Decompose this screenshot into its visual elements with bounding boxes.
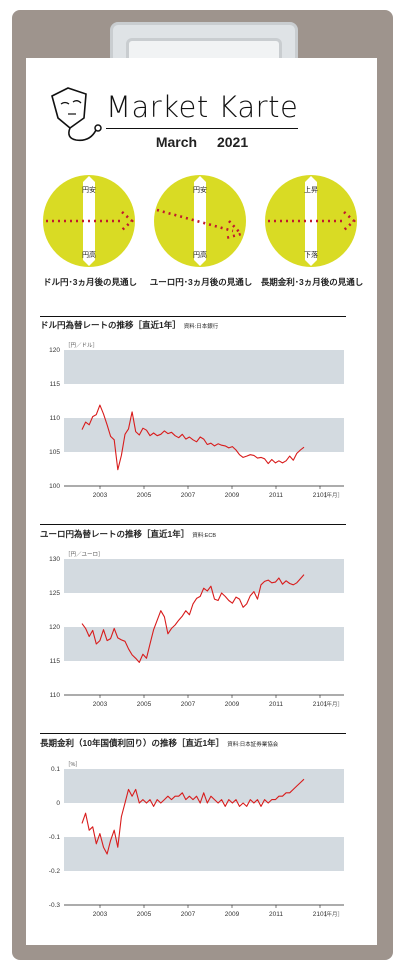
x-tick-label: 2005 <box>137 492 152 499</box>
x-tick-label: 2009 <box>225 911 240 918</box>
y-tick-label: 120 <box>49 624 60 631</box>
chart-title-text: ドル円為替レートの推移［直近1年］ <box>40 320 181 330</box>
long-term-rate-chart: -0.3 -0.2 -0.1 0 0.1 ［%］ 2003 2005 2007 2009 2011 2… <box>49 761 344 918</box>
chart-band <box>64 350 344 384</box>
section-divider <box>40 524 346 525</box>
x-tick-label: 2005 <box>137 911 152 918</box>
eur-jpy-chart: 110 115 120 125 130 ［円／ユーロ］ 2003 2005 2007 2009 20… <box>49 551 344 708</box>
chart-title-usd-jpy: ドル円為替レートの推移［直近1年］ 資料:日本銀行 <box>40 319 218 331</box>
forecast-up-label: 円安 <box>82 185 96 194</box>
chart-band <box>64 627 344 661</box>
chart-source: 資料:日本銀行 <box>183 324 219 330</box>
chart-title-text: ユーロ円為替レートの推移［直近1年］ <box>40 529 190 539</box>
forecast-eur-jpy: 円安 円高 ユーロ円･3ヵ月後の見通し <box>149 170 253 290</box>
forecast-caption: ユーロ円･3ヵ月後の見通し <box>149 277 253 287</box>
brand-title: Market Karte <box>106 90 299 124</box>
y-tick-label: 125 <box>49 590 60 597</box>
forecast-disc-usd-jpy: 円安 円高 <box>43 175 135 267</box>
x-tick-label: 2009 <box>225 492 240 499</box>
y-tick-label: 115 <box>50 658 61 665</box>
section-divider <box>40 733 346 734</box>
forecast-caption: 長期金利･3ヵ月後の見通し <box>260 277 364 287</box>
y-tick-label: 105 <box>49 449 60 456</box>
chart-band <box>64 837 344 871</box>
x-tick-label: 2007 <box>181 492 196 499</box>
x-unit-label: ［年月］ <box>321 910 343 918</box>
y-tick-label: 0 <box>56 800 60 807</box>
x-unit-label: ［年月］ <box>321 700 343 708</box>
report-month: March 2021 <box>155 134 249 150</box>
forecast-up-label: 上昇 <box>304 185 318 194</box>
y-tick-label: 0.1 <box>51 766 60 773</box>
x-tick-label: 2009 <box>225 701 240 708</box>
x-tick-label: 2101 <box>313 492 328 499</box>
x-tick-label: 2011 <box>269 492 283 499</box>
series-line <box>81 778 305 855</box>
y-tick-label: -0.1 <box>49 834 61 841</box>
forecast-up-label: 円安 <box>193 185 207 194</box>
forecast-caption: ドル円･3ヵ月後の見通し <box>43 277 137 287</box>
forecast-long-term-rate: 上昇 下落 長期金利･3ヵ月後の見通し <box>260 170 364 290</box>
chart-title-eur-jpy: ユーロ円為替レートの推移［直近1年］ 資料:ECB <box>40 528 216 540</box>
y-unit-label: ［%］ <box>65 761 81 768</box>
forecast-disc-long-term-rate: 上昇 下落 <box>265 175 357 267</box>
y-tick-label: -0.3 <box>49 902 61 909</box>
y-unit-label: ［円／ドル］ <box>65 342 98 349</box>
y-unit-label: ［円／ユーロ］ <box>65 551 104 558</box>
x-tick-label: 2101 <box>313 911 328 918</box>
y-tick-label: 100 <box>49 483 60 490</box>
x-tick-label: 2011 <box>269 701 283 708</box>
x-tick-label: 2011 <box>269 911 283 918</box>
y-tick-label: 110 <box>50 415 61 422</box>
y-tick-label: -0.2 <box>49 868 61 875</box>
series-line <box>81 574 305 663</box>
x-tick-label: 2005 <box>137 701 152 708</box>
section-divider <box>40 316 346 317</box>
x-tick-label: 2003 <box>93 701 108 708</box>
x-tick-label: 2003 <box>93 492 108 499</box>
chart-source: 資料:ECB <box>192 533 217 539</box>
series-line <box>81 404 305 471</box>
y-tick-label: 120 <box>49 347 60 354</box>
x-tick-label: 2007 <box>181 911 196 918</box>
brand-logo-icon <box>51 87 102 142</box>
forecast-down-label: 下落 <box>304 250 318 259</box>
x-unit-label: ［年月］ <box>321 491 343 499</box>
forecast-disc-eur-jpy: 円安 円高 <box>154 175 246 267</box>
forecast-usd-jpy: 円安 円高 ドル円･3ヵ月後の見通し <box>38 170 142 290</box>
chart-band <box>64 769 344 803</box>
y-tick-label: 110 <box>50 692 61 699</box>
forecast-down-label: 円高 <box>82 250 96 259</box>
usd-jpy-chart: 100 105 110 115 120 ［円／ドル］ 2003 2005 2007 2009 201… <box>49 342 344 499</box>
chart-band <box>64 559 344 593</box>
forecast-down-label: 円高 <box>193 250 207 259</box>
brand-divider <box>106 128 298 129</box>
x-tick-label: 2003 <box>93 911 108 918</box>
y-tick-label: 130 <box>49 556 60 563</box>
x-tick-label: 2007 <box>181 701 196 708</box>
chart-title-text: 長期金利（10年国債利回り）の推移［直近1年］ <box>40 738 225 748</box>
chart-title-long-term-rate: 長期金利（10年国債利回り）の推移［直近1年］ 資料:日本証券業協会 <box>40 737 278 749</box>
y-tick-label: 115 <box>50 381 61 388</box>
x-tick-label: 2101 <box>313 701 328 708</box>
chart-source: 資料:日本証券業協会 <box>227 742 279 748</box>
